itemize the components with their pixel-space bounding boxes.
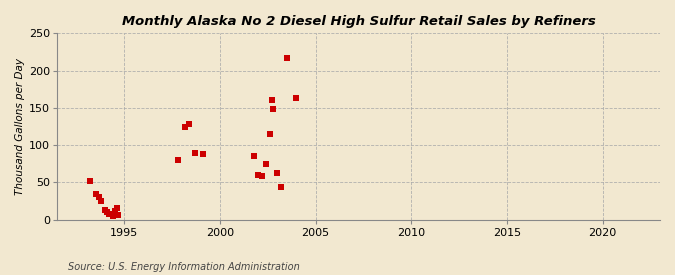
- Point: [96, 199, 107, 203]
- Point: [291, 96, 302, 100]
- Title: Monthly Alaska No 2 Diesel High Sulfur Retail Sales by Refiners: Monthly Alaska No 2 Diesel High Sulfur R…: [122, 15, 595, 28]
- Point: [264, 132, 275, 136]
- Point: [249, 153, 260, 158]
- Point: [107, 214, 118, 218]
- Point: [103, 211, 114, 216]
- Point: [256, 174, 267, 179]
- Point: [172, 158, 183, 162]
- Point: [281, 56, 292, 60]
- Point: [266, 98, 277, 103]
- Point: [272, 171, 283, 176]
- Point: [113, 213, 124, 218]
- Point: [94, 195, 105, 199]
- Point: [102, 210, 113, 214]
- Point: [111, 206, 122, 211]
- Text: Source: U.S. Energy Information Administration: Source: U.S. Energy Information Administ…: [68, 262, 299, 272]
- Point: [261, 162, 271, 166]
- Point: [90, 191, 101, 196]
- Point: [268, 107, 279, 112]
- Point: [197, 152, 208, 156]
- Point: [184, 122, 194, 127]
- Y-axis label: Thousand Gallons per Day: Thousand Gallons per Day: [15, 58, 25, 195]
- Point: [180, 124, 191, 129]
- Point: [100, 208, 111, 212]
- Point: [84, 179, 95, 183]
- Point: [109, 208, 120, 213]
- Point: [190, 150, 200, 155]
- Point: [252, 173, 263, 177]
- Point: [275, 185, 286, 189]
